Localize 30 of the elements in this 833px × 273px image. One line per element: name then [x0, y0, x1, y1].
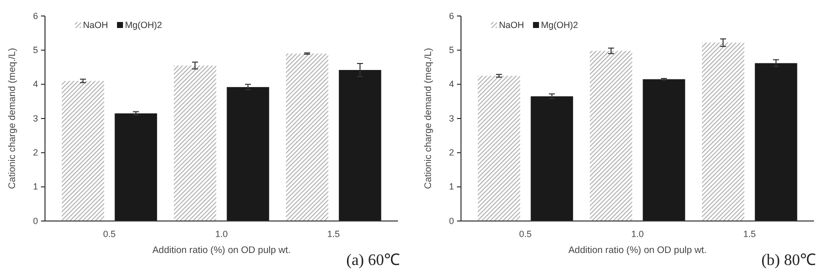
y-tick-label: 2 [448, 148, 454, 158]
y-tick-label: 2 [32, 148, 38, 158]
x-tick-label: 0.5 [519, 229, 532, 239]
x-tick-label: 1.5 [743, 229, 756, 239]
y-tick-label: 4 [32, 79, 38, 90]
x-tick-label: 1.0 [215, 229, 228, 239]
text: (b) 80℃ [761, 252, 816, 269]
y-tick-label: 6 [32, 10, 38, 21]
x-tick-label: 1.5 [327, 229, 340, 239]
y-tick-label: 1 [32, 182, 38, 192]
y-tick-label: 1 [448, 182, 454, 192]
y-tick-label: 6 [448, 10, 454, 21]
y-axis-title: Cationic charge demand (meq./L) [7, 48, 18, 189]
x-axis-title: Addition ratio (%) on OD pulp wt. [568, 245, 707, 256]
y-tick-label: 0 [448, 216, 454, 226]
x-tick-label: 0.5 [103, 229, 116, 239]
legend-label: NaOH [83, 20, 108, 30]
y-tick-label: 5 [32, 45, 38, 56]
legend-label: Mg(OH)2 [541, 20, 578, 30]
text: (a) 60℃ [346, 252, 400, 269]
legend-label: Mg(OH)2 [125, 20, 162, 30]
y-tick-label: 4 [448, 79, 454, 90]
y-tick-label: 3 [448, 113, 454, 124]
y-tick-label: 3 [32, 113, 38, 124]
x-tick-label: 1.0 [631, 229, 644, 239]
y-axis-title: Cationic charge demand (meq./L) [423, 48, 434, 189]
y-tick-label: 5 [448, 45, 454, 56]
legend-label: NaOH [499, 20, 524, 30]
x-axis-title: Addition ratio (%) on OD pulp wt. [152, 245, 291, 256]
y-tick-label: 0 [32, 216, 38, 226]
